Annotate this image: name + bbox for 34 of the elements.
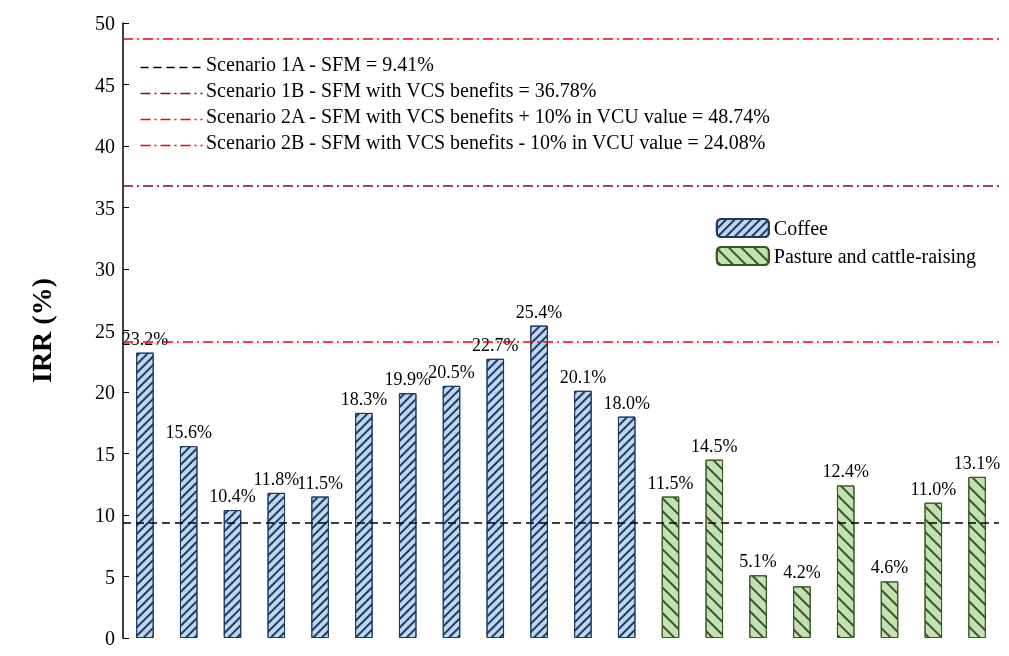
y-tick-label: 15 — [95, 442, 115, 465]
data-label: 18.3% — [340, 388, 388, 409]
legend-label: Scenario 2B - SFM with VCS benefits - 10% in VCU value = 24.08% — [206, 131, 766, 153]
y-tick-label: 10 — [95, 504, 115, 526]
data-label: 11.5% — [647, 472, 694, 493]
y-axis-title: IRR (%) — [25, 278, 57, 383]
data-label: 12.4% — [822, 461, 869, 482]
y-tick-label: 0 — [105, 627, 115, 649]
y-tick-label: 45 — [95, 73, 115, 96]
data-label: 5.1% — [739, 551, 777, 572]
y-tick-label: 50 — [95, 12, 115, 34]
data-label: 22.7% — [472, 334, 519, 355]
data-label: 18.0% — [603, 392, 650, 413]
y-tick-label: 20 — [95, 381, 115, 403]
y-tick-label: 40 — [95, 135, 115, 157]
legend-label: Scenario 2A - SFM with VCS benefits + 10% in VCU value = 48.74% — [206, 105, 771, 127]
data-label: 20.1% — [559, 366, 607, 387]
data-label: 15.6% — [165, 422, 212, 443]
data-label: 25.4% — [515, 301, 563, 322]
data-label: 14.5% — [691, 435, 738, 456]
data-label: 11.8% — [253, 468, 300, 489]
legend-label: Coffee — [773, 217, 829, 239]
data-label: 11.0% — [910, 478, 957, 499]
y-tick-label: 35 — [95, 196, 115, 219]
y-tick-label: 5 — [105, 565, 115, 588]
y-tick-label: 25 — [95, 319, 115, 342]
data-label: 10.4% — [209, 486, 256, 507]
legend-label: Scenario 1B - SFM with VCS benefits = 36.78% — [206, 79, 597, 101]
data-label: 13.1% — [953, 452, 1001, 473]
y-tick-label: 30 — [95, 258, 115, 280]
legend-label: Scenario 1A - SFM = 9.41% — [206, 53, 434, 75]
data-label: 4.2% — [783, 562, 821, 583]
legend-label: Pasture and cattle-raising — [773, 245, 977, 268]
data-label: 4.6% — [870, 557, 909, 578]
